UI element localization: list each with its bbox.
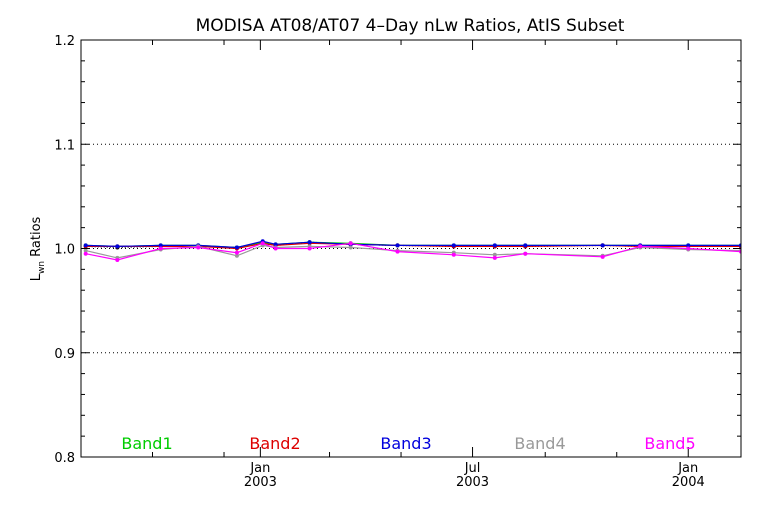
legend-band1: Band1 <box>121 434 172 453</box>
y-axis-label-main: L <box>29 273 44 281</box>
legend-band4: Band4 <box>514 434 565 453</box>
band3-point <box>492 243 497 248</box>
band4-point <box>83 248 88 253</box>
band5-point <box>395 249 400 254</box>
band4-point <box>234 253 239 258</box>
band5-point <box>196 245 201 250</box>
band5-point <box>234 250 239 255</box>
band4-point <box>492 252 497 257</box>
band3-point <box>307 240 312 245</box>
band5-point <box>348 241 353 246</box>
band3-point <box>273 242 278 247</box>
y-axis-label: Lwn Ratios <box>29 216 47 281</box>
y-tick-label: 1.1 <box>54 138 75 153</box>
band5-point <box>83 251 88 256</box>
band3-point <box>158 243 163 248</box>
band5-point <box>115 257 120 262</box>
band4-point <box>348 245 353 250</box>
chart-title: MODISA AT08/AT07 4–Day nLw Ratios, AtIS … <box>196 16 625 36</box>
band5-point <box>686 246 691 251</box>
x-tick-label-month: Jan <box>249 461 270 476</box>
y-tick-label: 0.8 <box>54 451 75 466</box>
legend-band2: Band2 <box>249 434 300 453</box>
x-tick-label-month: Jul <box>464 461 481 476</box>
legend: Band1 Band2 Band3 Band4 Band5 <box>121 434 695 453</box>
series-lines <box>83 239 741 262</box>
band3-point <box>686 243 691 248</box>
band5-point <box>638 244 643 249</box>
x-tick-label-month: Jan <box>677 461 698 476</box>
legend-band5: Band5 <box>644 434 695 453</box>
x-tick-label-year: 2003 <box>456 475 489 490</box>
band3-point <box>83 243 88 248</box>
y-tick-label: 0.9 <box>54 347 75 362</box>
y-axis-label-rest: Ratios <box>29 216 44 261</box>
band5-point <box>260 241 265 246</box>
band3-point <box>600 243 605 248</box>
band3-point <box>234 245 239 250</box>
legend-band3: Band3 <box>380 434 431 453</box>
band5-point <box>451 252 456 257</box>
y-tick-label: 1.2 <box>54 34 75 49</box>
y-axis-label-sub: wn <box>37 261 47 274</box>
band5-point <box>273 246 278 251</box>
band3-point <box>523 243 528 248</box>
y-tick-label: 1.0 <box>54 243 75 258</box>
band3-point <box>115 244 120 249</box>
band5-point <box>307 246 312 251</box>
band5-point <box>523 251 528 256</box>
band4-line <box>85 244 741 259</box>
band3-point <box>451 243 456 248</box>
band3-point <box>395 243 400 248</box>
x-tick-label-year: 2004 <box>672 475 705 490</box>
band5-point <box>600 254 605 259</box>
band5-point <box>158 246 163 251</box>
x-tick-label-year: 2003 <box>244 475 277 490</box>
band5-point <box>492 255 497 260</box>
